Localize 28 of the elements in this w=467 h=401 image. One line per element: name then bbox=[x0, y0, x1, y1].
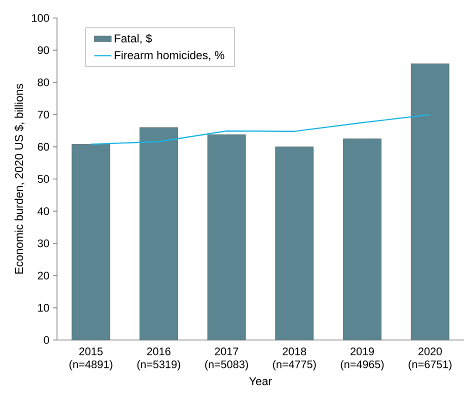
y-tick-label: 90 bbox=[38, 46, 50, 54]
x-tick-label: 2018 (n=4775) bbox=[273, 348, 316, 370]
y-tick-label: 80 bbox=[38, 78, 50, 86]
y-tick-label: 60 bbox=[38, 142, 50, 151]
y-axis-title: Economic burden, 2020 US $, billions bbox=[14, 84, 24, 274]
legend-label: Fatal, $ bbox=[114, 34, 152, 44]
bar bbox=[207, 134, 246, 340]
y-tick-label: 70 bbox=[38, 110, 50, 118]
bar bbox=[140, 127, 178, 340]
bar bbox=[343, 138, 382, 340]
x-tick-label: 2017 (n=5083) bbox=[205, 348, 248, 370]
y-tick-label: 50 bbox=[38, 175, 50, 183]
x-tick-label: 2016 (n=5319) bbox=[137, 348, 180, 370]
y-tick-label: 10 bbox=[38, 304, 50, 312]
x-tick-label: 2015 (n=4891) bbox=[70, 348, 112, 370]
y-tick-label: 0 bbox=[44, 336, 50, 344]
y-tick-label: 40 bbox=[38, 207, 50, 216]
line-series bbox=[90, 114, 431, 145]
y-tick-label: 20 bbox=[38, 272, 50, 280]
x-tick-label: 2020 (n=6751) bbox=[408, 348, 452, 370]
y-tick-label: 30 bbox=[38, 240, 50, 248]
bar bbox=[410, 64, 450, 340]
bar bbox=[275, 146, 314, 340]
x-axis-title: Year bbox=[249, 377, 272, 386]
legend-label: Firearm homicides, % bbox=[114, 50, 224, 61]
x-tick-label: 2019 (n=4965) bbox=[340, 348, 384, 370]
bar bbox=[72, 144, 110, 340]
y-tick-label: 100 bbox=[32, 14, 50, 22]
